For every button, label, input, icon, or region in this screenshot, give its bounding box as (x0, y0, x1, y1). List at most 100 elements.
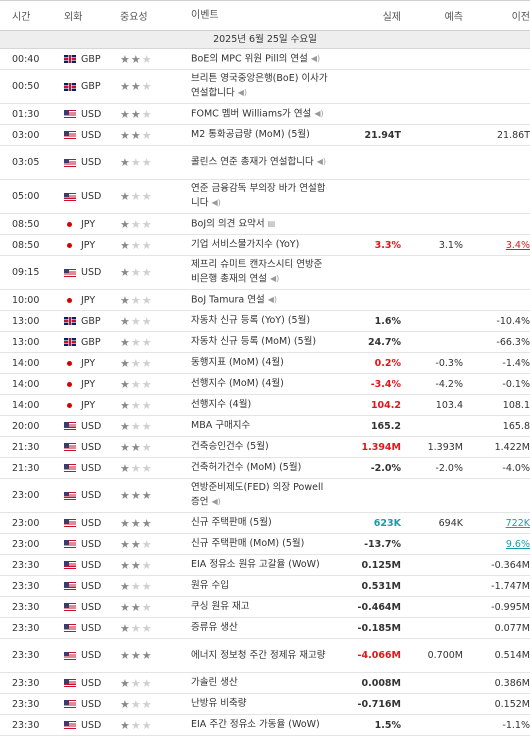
event-cell[interactable]: 선행지수 (4월) (191, 398, 331, 412)
event-name[interactable]: M2 통화공급량 (MoM) (5월) (191, 129, 310, 140)
event-name[interactable]: 에너지 정보청 주간 정제유 재고량 (191, 649, 326, 661)
event-row[interactable]: 14:00 JPY ★ ★ ★ 선행지수 (4월) 104.2 103.4 108.1 (0, 395, 530, 416)
event-cell[interactable]: 제프리 슈미트 캔자스시티 연방준비은행 총재의 연설 ◀) (191, 258, 331, 287)
event-cell[interactable]: 가솔린 생산 (191, 676, 331, 690)
event-cell[interactable]: 에너지 정보청 주간 정제유 재고량 (191, 649, 331, 663)
event-cell[interactable]: 기업 서비스물가지수 (YoY) (191, 238, 331, 252)
event-cell[interactable]: 브리튼 영국중앙은행(BoE) 이사가 연설합니다 ◀) (191, 72, 331, 101)
event-name[interactable]: EIA 정유소 원유 고갈율 (WoW) (191, 559, 320, 570)
event-actual: -3.4% (370, 378, 401, 390)
event-cell[interactable]: 난방유 비축량 (191, 697, 331, 711)
event-row[interactable]: 09:15 USD ★ ★ ★ 제프리 슈미트 캔자스시티 연방준비은행 총재의 연설 ◀) (0, 256, 530, 290)
event-row[interactable]: 23:30 USD ★ ★ ★ 가솔린 생산 0.008M 0.386M (0, 673, 530, 694)
event-name[interactable]: 선행지수 (MoM) (4월) (191, 378, 284, 389)
event-row[interactable]: 05:00 USD ★ ★ ★ 연준 금융감독 부의장 바가 연설합니다 ◀) (0, 180, 530, 214)
event-name[interactable]: 가솔린 생산 (191, 677, 238, 688)
event-name[interactable]: 제프리 슈미트 캔자스시티 연방준비은행 총재의 연설 (191, 259, 323, 285)
star-empty-icon: ★ (141, 461, 152, 475)
event-previous[interactable]: 3.4% (505, 239, 530, 251)
event-name[interactable]: 선행지수 (4월) (191, 399, 252, 410)
event-name[interactable]: 신규 주택판매 (5월) (191, 517, 272, 528)
event-cell[interactable]: BoJ의 의견 요약서 ▤ (191, 217, 331, 232)
event-name[interactable]: FOMC 멤버 Williams가 연설 (191, 108, 312, 120)
event-name[interactable]: 브리튼 영국중앙은행(BoE) 이사가 연설합니다 (191, 73, 328, 99)
event-name[interactable]: 연준 금융감독 부의장 바가 연설합니다 (191, 183, 326, 209)
event-name[interactable]: 쿠싱 원유 재고 (191, 601, 250, 612)
event-row[interactable]: 03:05 USD ★ ★ ★ 콜린스 연준 총재가 연설합니다 ◀) (0, 146, 530, 180)
event-cell[interactable]: 콜린스 연준 총재가 연설합니다 ◀) (191, 155, 331, 170)
event-row[interactable]: 13:00 GBP ★ ★ ★ 자동차 신규 등록 (MoM) (5월) 24.7% -66.… (0, 332, 530, 353)
event-row[interactable]: 14:00 JPY ★ ★ ★ 선행지수 (MoM) (4월) -3.4% -4.2% -0.1… (0, 374, 530, 395)
event-row[interactable]: 23:00 USD ★ ★ ★ 신규 주택판매 (MoM) (5월) -13.7% 9.6% (0, 534, 530, 555)
event-cell[interactable]: 쿠싱 원유 재고 (191, 600, 331, 614)
event-cell[interactable]: M2 통화공급량 (MoM) (5월) (191, 128, 331, 142)
event-cell[interactable]: 동행지표 (MoM) (4월) (191, 356, 331, 370)
event-cell[interactable]: 신규 주택판매 (5월) (191, 516, 331, 530)
event-previous[interactable]: 722K (505, 517, 530, 529)
event-name[interactable]: 원유 수입 (191, 580, 229, 591)
event-cell[interactable]: 원유 수입 (191, 579, 331, 593)
currency-code: USD (81, 622, 102, 634)
event-name[interactable]: 기업 서비스물가지수 (YoY) (191, 239, 300, 250)
event-row[interactable]: 21:30 USD ★ ★ ★ 건축허가건수 (MoM) (5월) -2.0% -2.0% -4… (0, 458, 530, 479)
event-row[interactable]: 23:30 USD ★ ★ ★ 증류유 생산 -0.185M 0.077M (0, 618, 530, 639)
flag-us-icon (64, 651, 76, 660)
event-row[interactable]: 23:00 USD ★ ★ ★ 신규 주택판매 (5월) 623K 694K 722K (0, 513, 530, 534)
event-cell[interactable]: 자동차 신규 등록 (MoM) (5월) (191, 335, 331, 349)
event-cell[interactable]: 연방준비제도(FED) 의장 Powell 증언 ◀) (191, 481, 331, 510)
event-cell[interactable]: 연준 금융감독 부의장 바가 연설합니다 ◀) (191, 182, 331, 211)
event-previous[interactable]: 9.6% (505, 538, 530, 550)
event-row[interactable]: 23:30 USD ★ ★ ★ 쿠싱 원유 재고 -0.464M -0.995M (0, 597, 530, 618)
event-row[interactable]: 10:00 JPY ★ ★ ★ BoJ Tamura 연설 ◀) (0, 290, 530, 311)
star-filled-icon: ★ (120, 156, 130, 169)
event-row[interactable]: 13:00 GBP ★ ★ ★ 자동차 신규 등록 (YoY) (5월) 1.6% -10.4… (0, 311, 530, 332)
event-row[interactable]: 08:50 JPY ★ ★ ★ 기업 서비스물가지수 (YoY) 3.3% 3.1% 3.4% (0, 235, 530, 256)
event-cell[interactable]: 신규 주택판매 (MoM) (5월) (191, 537, 331, 551)
event-cell[interactable]: 건축허가건수 (MoM) (5월) (191, 461, 331, 475)
event-name[interactable]: 건축허가건수 (MoM) (5월) (191, 462, 302, 473)
currency-code: USD (81, 719, 102, 731)
event-row[interactable]: 20:00 USD ★ ★ ★ MBA 구매지수 165.2 165.8 (0, 416, 530, 437)
event-name[interactable]: 난방유 비축량 (191, 698, 247, 709)
event-row[interactable]: 00:50 GBP ★ ★ ★ 브리튼 영국중앙은행(BoE) 이사가 연설합니다 ◀) (0, 70, 530, 104)
event-cell[interactable]: MBA 구매지수 (191, 419, 331, 433)
event-name[interactable]: 증류유 생산 (191, 622, 238, 633)
event-name[interactable]: EIA 주간 정유소 가동율 (WoW) (191, 719, 320, 730)
event-name[interactable]: BoJ의 의견 요약서 (191, 218, 265, 230)
event-cell[interactable]: EIA 주간 정유소 가동율 (WoW) (191, 718, 331, 732)
event-name[interactable]: 자동차 신규 등록 (MoM) (5월) (191, 336, 317, 347)
event-row[interactable]: 01:30 USD ★ ★ ★ FOMC 멤버 Williams가 연설 ◀) (0, 104, 530, 125)
star-empty-icon: ★ (141, 238, 152, 252)
event-name[interactable]: 동행지표 (MoM) (4월) (191, 357, 284, 368)
event-row[interactable]: 23:30 USD ★ ★ ★ EIA 정유소 원유 고갈율 (WoW) 0.125M -0.… (0, 555, 530, 576)
event-cell[interactable]: FOMC 멤버 Williams가 연설 ◀) (191, 107, 331, 122)
importance-stars: ★ ★ ★ (118, 720, 191, 731)
event-cell[interactable]: BoE의 MPC 위원 Pill의 연설 ◀) (191, 52, 331, 67)
event-name[interactable]: 자동차 신규 등록 (YoY) (5월) (191, 315, 311, 326)
event-row[interactable]: 23:30 USD ★ ★ ★ 원유 수입 0.531M -1.747M (0, 576, 530, 597)
event-cell[interactable]: EIA 정유소 원유 고갈율 (WoW) (191, 558, 331, 572)
event-name[interactable]: BoE의 MPC 위원 Pill의 연설 (191, 53, 308, 65)
event-cell[interactable]: 선행지수 (MoM) (4월) (191, 377, 331, 391)
event-cell[interactable]: BoJ Tamura 연설 ◀) (191, 293, 331, 308)
event-name[interactable]: 콜린스 연준 총재가 연설합니다 (191, 156, 314, 168)
event-name[interactable]: 건축승인건수 (5월) (191, 441, 269, 452)
event-row[interactable]: 03:00 USD ★ ★ ★ M2 통화공급량 (MoM) (5월) 21.94T 21.8… (0, 125, 530, 146)
event-cell[interactable]: 건축승인건수 (5월) (191, 440, 331, 454)
event-row[interactable]: 23:00 USD ★ ★ ★ 연방준비제도(FED) 의장 Powell 증언 ◀) (0, 479, 530, 513)
event-previous: 108.1 (502, 399, 530, 411)
event-row[interactable]: 23:30 USD ★ ★ ★ EIA 주간 정유소 가동율 (WoW) 1.5% -1.1% (0, 715, 530, 736)
event-cell[interactable]: 자동차 신규 등록 (YoY) (5월) (191, 314, 331, 328)
event-name[interactable]: 신규 주택판매 (MoM) (5월) (191, 538, 305, 549)
event-row[interactable]: 14:00 JPY ★ ★ ★ 동행지표 (MoM) (4월) 0.2% -0.3% -1.4% (0, 353, 530, 374)
event-name[interactable]: 연방준비제도(FED) 의장 Powell 증언 (191, 482, 324, 508)
event-cell[interactable]: 증류유 생산 (191, 621, 331, 635)
event-name[interactable]: MBA 구매지수 (191, 420, 251, 431)
event-row[interactable]: 00:40 GBP ★ ★ ★ BoE의 MPC 위원 Pill의 연설 ◀) (0, 49, 530, 70)
star-filled-icon: ★ (120, 440, 130, 454)
event-row[interactable]: 23:30 USD ★ ★ ★ 난방유 비축량 -0.716M 0.152M (0, 694, 530, 715)
event-row[interactable]: 21:30 USD ★ ★ ★ 건축승인건수 (5월) 1.394M 1.393M 1.422M (0, 437, 530, 458)
event-row[interactable]: 08:50 JPY ★ ★ ★ BoJ의 의견 요약서 ▤ (0, 214, 530, 235)
event-row[interactable]: 23:30 USD ★ ★ ★ 에너지 정보청 주간 정제유 재고량 -4.066M 0.70… (0, 639, 530, 673)
event-name[interactable]: BoJ Tamura 연설 (191, 294, 265, 306)
